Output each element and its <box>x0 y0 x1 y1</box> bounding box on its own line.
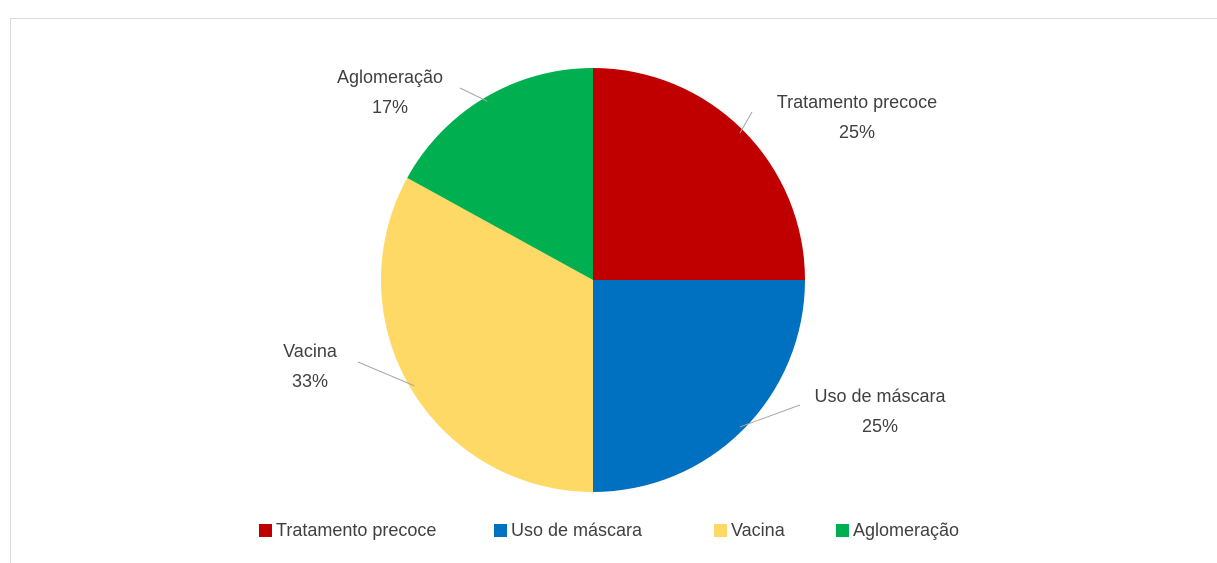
legend-label: Aglomeração <box>853 520 959 540</box>
pie-slice <box>593 280 805 492</box>
leader-line <box>459 87 488 102</box>
leader-line <box>357 361 415 387</box>
data-label-value: 33% <box>292 371 328 391</box>
legend-label: Uso de máscara <box>511 520 643 540</box>
data-label-value: 25% <box>862 416 898 436</box>
data-label-name: Tratamento precoce <box>777 92 937 112</box>
pie-slice <box>593 68 805 280</box>
pie-slice <box>407 68 593 280</box>
data-label-value: 25% <box>839 122 875 142</box>
legend-label: Tratamento precoce <box>276 520 436 540</box>
data-label-value: 17% <box>372 97 408 117</box>
data-label-name: Vacina <box>283 341 338 361</box>
legend-label: Vacina <box>731 520 786 540</box>
leader-line <box>739 404 801 428</box>
legend-swatch <box>714 524 727 537</box>
data-label-name: Aglomeração <box>337 67 443 87</box>
legend-swatch <box>259 524 272 537</box>
legend-swatch <box>494 524 507 537</box>
data-label-name: Uso de máscara <box>814 386 946 406</box>
leader-line <box>739 111 753 134</box>
legend-swatch <box>836 524 849 537</box>
pie-slice <box>381 177 593 492</box>
